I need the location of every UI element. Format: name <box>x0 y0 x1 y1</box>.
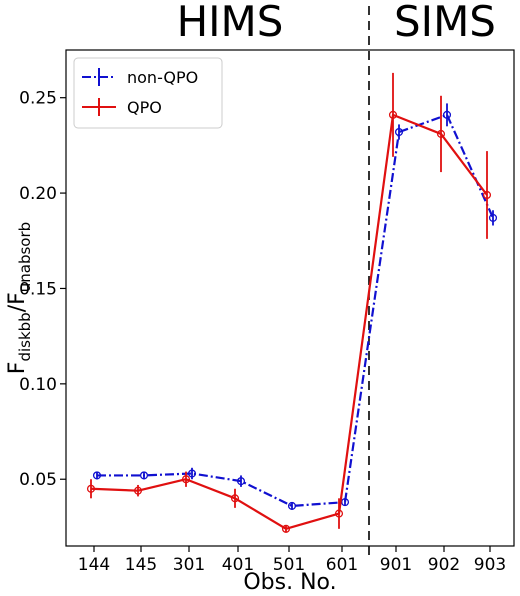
y-axis-label-sub2: unabsorb <box>16 222 34 292</box>
x-tick-label: 144 <box>78 555 110 575</box>
data-point-non-qpo <box>488 213 498 222</box>
data-point-qpo <box>86 484 96 493</box>
data-point-non-qpo <box>442 110 452 119</box>
data-point-non-qpo <box>187 469 197 478</box>
series-line-qpo <box>90 113 488 530</box>
y-tick-label: 0.20 <box>19 184 57 204</box>
data-point-qpo <box>334 509 344 518</box>
x-tick-label: 401 <box>222 555 254 575</box>
x-tick-label: 901 <box>380 555 412 575</box>
data-point-qpo <box>482 190 492 200</box>
y-tick-label: 0.15 <box>19 279 57 299</box>
region-label-sims: SIMS <box>394 0 496 46</box>
y-axis: 0.05 0.10 0.15 0.20 0.25 <box>19 89 66 490</box>
legend-box <box>73 57 223 129</box>
x-axis: 144 145 301 401 501 601 901 902 903 <box>78 546 506 575</box>
data-point-qpo <box>388 110 398 119</box>
y-axis-label: Fdiskbb/Funabsorb <box>5 222 34 374</box>
data-point-qpo <box>281 524 291 533</box>
y-tick-label: 0.25 <box>19 89 57 109</box>
y-axis-label-sub1: diskbb <box>16 312 34 361</box>
data-point-qpo <box>436 129 446 138</box>
data-point-qpo <box>133 486 143 495</box>
data-point-non-qpo <box>139 471 149 480</box>
region-label-hims: HIMS <box>177 0 284 46</box>
plot-area-frame <box>65 49 515 547</box>
y-tick-label: 0.10 <box>19 375 57 395</box>
series-layer <box>86 72 498 533</box>
data-point-qpo <box>230 494 240 503</box>
x-tick-label: 501 <box>273 555 305 575</box>
x-tick-label: 301 <box>173 555 205 575</box>
x-tick-label: 601 <box>326 555 358 575</box>
x-tick-label: 903 <box>474 555 506 575</box>
x-tick-label: 145 <box>125 555 157 575</box>
series-line-non-qpo <box>97 113 495 508</box>
legend-label-non-qpo: non-QPO <box>127 68 198 87</box>
y-axis-label-mid: /F <box>5 292 30 312</box>
y-tick-label: 0.05 <box>19 470 57 490</box>
legend: non-QPO QPO <box>73 57 223 129</box>
x-axis-label: Obs. No. <box>243 570 336 595</box>
data-point-non-qpo <box>92 471 102 480</box>
data-point-qpo <box>181 475 191 484</box>
data-point-non-qpo <box>287 501 297 510</box>
data-point-non-qpo <box>236 477 246 486</box>
y-axis-label-main: F <box>5 362 30 375</box>
region-labels: HIMS SIMS <box>177 0 496 46</box>
series-non-qpo <box>92 103 498 510</box>
data-point-non-qpo <box>394 127 404 137</box>
series-qpo <box>86 72 492 533</box>
x-tick-label: 902 <box>428 555 460 575</box>
legend-label-qpo: QPO <box>127 98 162 117</box>
